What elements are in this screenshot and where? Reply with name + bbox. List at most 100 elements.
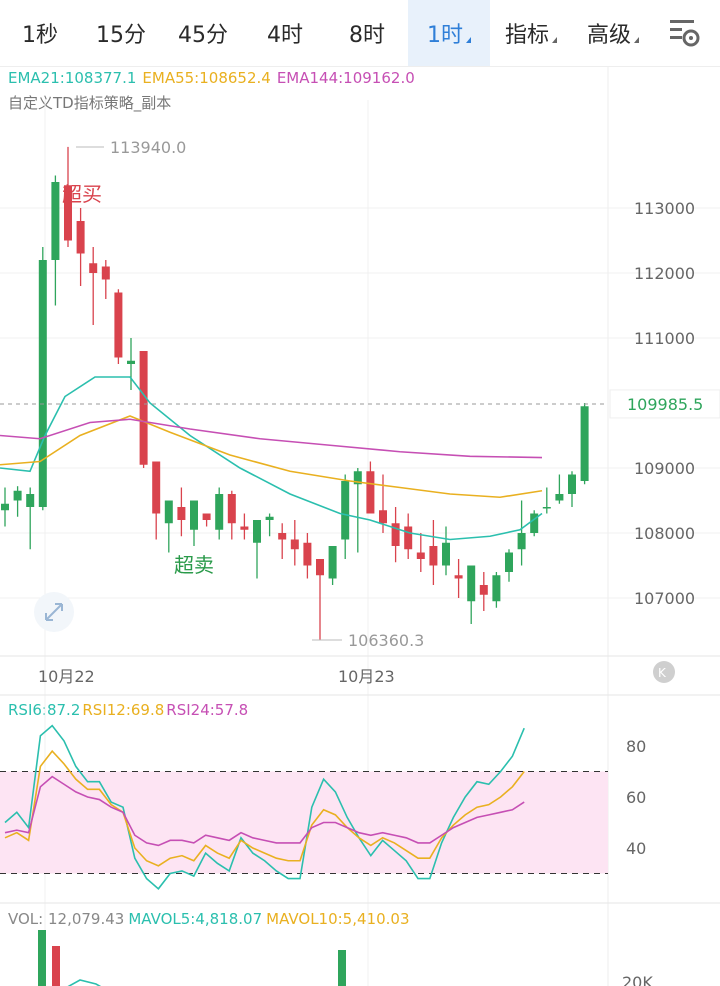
low-price-label: 106360.3 [348, 631, 424, 650]
price-axis-label: 107000 [634, 589, 695, 608]
mavol10-value: MAVOL10:5,410.03 [266, 910, 410, 928]
date-label: 10月23 [338, 667, 395, 686]
candle-body [379, 510, 387, 524]
candle [366, 461, 375, 514]
timeframe-tabs: 1秒 15分 45分 4时 8时 1时 指标 高级 [0, 0, 720, 66]
ema144-line [0, 418, 543, 459]
rsi-axis-label: 60 [626, 788, 646, 807]
candle [492, 572, 501, 608]
tab-2[interactable]: 45分 [162, 0, 244, 66]
candle-body [290, 539, 299, 550]
candle [215, 487, 224, 540]
volume-legend: VOL: 12,079.43 MAVOL5:4,818.07 MAVOL10:5,4… [8, 910, 415, 928]
tab-6[interactable]: 指标 [490, 0, 572, 66]
mavol5-line [67, 979, 102, 986]
tab-label: 4时 [267, 23, 303, 48]
candle [542, 487, 551, 514]
ema55-line [0, 415, 543, 499]
rsi6-line [4, 724, 525, 890]
tab-1[interactable]: 15分 [80, 0, 162, 66]
overbought-label: 超买 [62, 182, 102, 206]
tab-4[interactable]: 8时 [326, 0, 408, 66]
volume-bar [52, 946, 60, 986]
candle-body [530, 513, 539, 533]
volume-bar [338, 950, 346, 986]
candle-body [114, 292, 123, 358]
rsi-legend: RSI6:87.2 RSI12:69.8 RSI24:57.8 [8, 701, 254, 719]
candle [227, 490, 236, 540]
expand-icon-arrows [45, 603, 63, 621]
candle [240, 513, 249, 540]
candle [379, 474, 387, 533]
candle [76, 208, 85, 286]
candle [114, 289, 123, 364]
candle [568, 471, 576, 507]
candle-body [416, 552, 425, 559]
dropdown-corner-icon [552, 37, 557, 43]
candle-body [152, 461, 161, 514]
candle-body [1, 503, 9, 511]
candle [177, 487, 186, 537]
vol-value: VOL: 12,079.43 [8, 910, 125, 928]
candle [253, 520, 261, 579]
high-price-label: 113940.0 [110, 138, 186, 157]
tab-3[interactable]: 4时 [244, 0, 326, 66]
ema55-value: EMA55:108652.4 [142, 69, 271, 87]
candle-body [139, 351, 148, 465]
candle-body [13, 490, 22, 501]
candle [353, 468, 362, 553]
candle [139, 351, 148, 468]
tab-5[interactable]: 1时 [408, 0, 490, 66]
candle [555, 474, 564, 504]
candle [89, 247, 98, 325]
candle [152, 461, 161, 540]
rsi12-line [4, 749, 525, 867]
candle-body [467, 565, 476, 602]
candle [479, 572, 488, 611]
dropdown-corner-icon [466, 37, 471, 43]
candle [127, 338, 135, 390]
candle [429, 520, 438, 585]
candle-body [253, 520, 261, 543]
candle-body [429, 546, 438, 566]
candle [517, 500, 526, 566]
tab-0[interactable]: 1秒 [0, 0, 80, 66]
tab-label: 8时 [349, 23, 385, 48]
candle-body [568, 474, 576, 494]
candle-body [101, 266, 110, 280]
candle [505, 549, 513, 582]
candle [64, 146, 72, 247]
candle-body [89, 263, 98, 273]
dropdown-corner-icon [634, 37, 639, 43]
volume-bar [38, 930, 46, 986]
tab-7[interactable]: 高级 [572, 0, 654, 66]
candle [290, 520, 299, 566]
candle [454, 559, 463, 598]
candle-body [227, 494, 236, 524]
candle-body [353, 471, 362, 485]
ema-legend: EMA21:108377.1 EMA55:108652.4 EMA144:10916… [8, 69, 421, 87]
candle [26, 487, 35, 550]
date-label: 10月22 [38, 667, 95, 686]
ema21-line [0, 376, 543, 541]
candle [190, 500, 198, 546]
rsi12-value: RSI12:69.8 [82, 701, 165, 719]
candle-body [580, 406, 589, 481]
mavol5-value: MAVOL5:4,818.07 [128, 910, 263, 928]
tab-label: 1秒 [22, 23, 58, 48]
price-axis-label: 109000 [634, 459, 695, 478]
candle [265, 513, 274, 537]
candle-body [76, 221, 85, 254]
candle [13, 486, 22, 517]
chart-settings-icon[interactable] [664, 14, 704, 52]
tab-label: 45分 [178, 23, 228, 48]
candle-body [505, 552, 513, 572]
price-axis-label: 108000 [634, 524, 695, 543]
candle-body [328, 546, 337, 579]
candle-body [127, 360, 135, 364]
expand-icon [34, 592, 74, 632]
candle-body [240, 526, 249, 530]
candle-body [479, 585, 488, 595]
candle [391, 507, 400, 563]
